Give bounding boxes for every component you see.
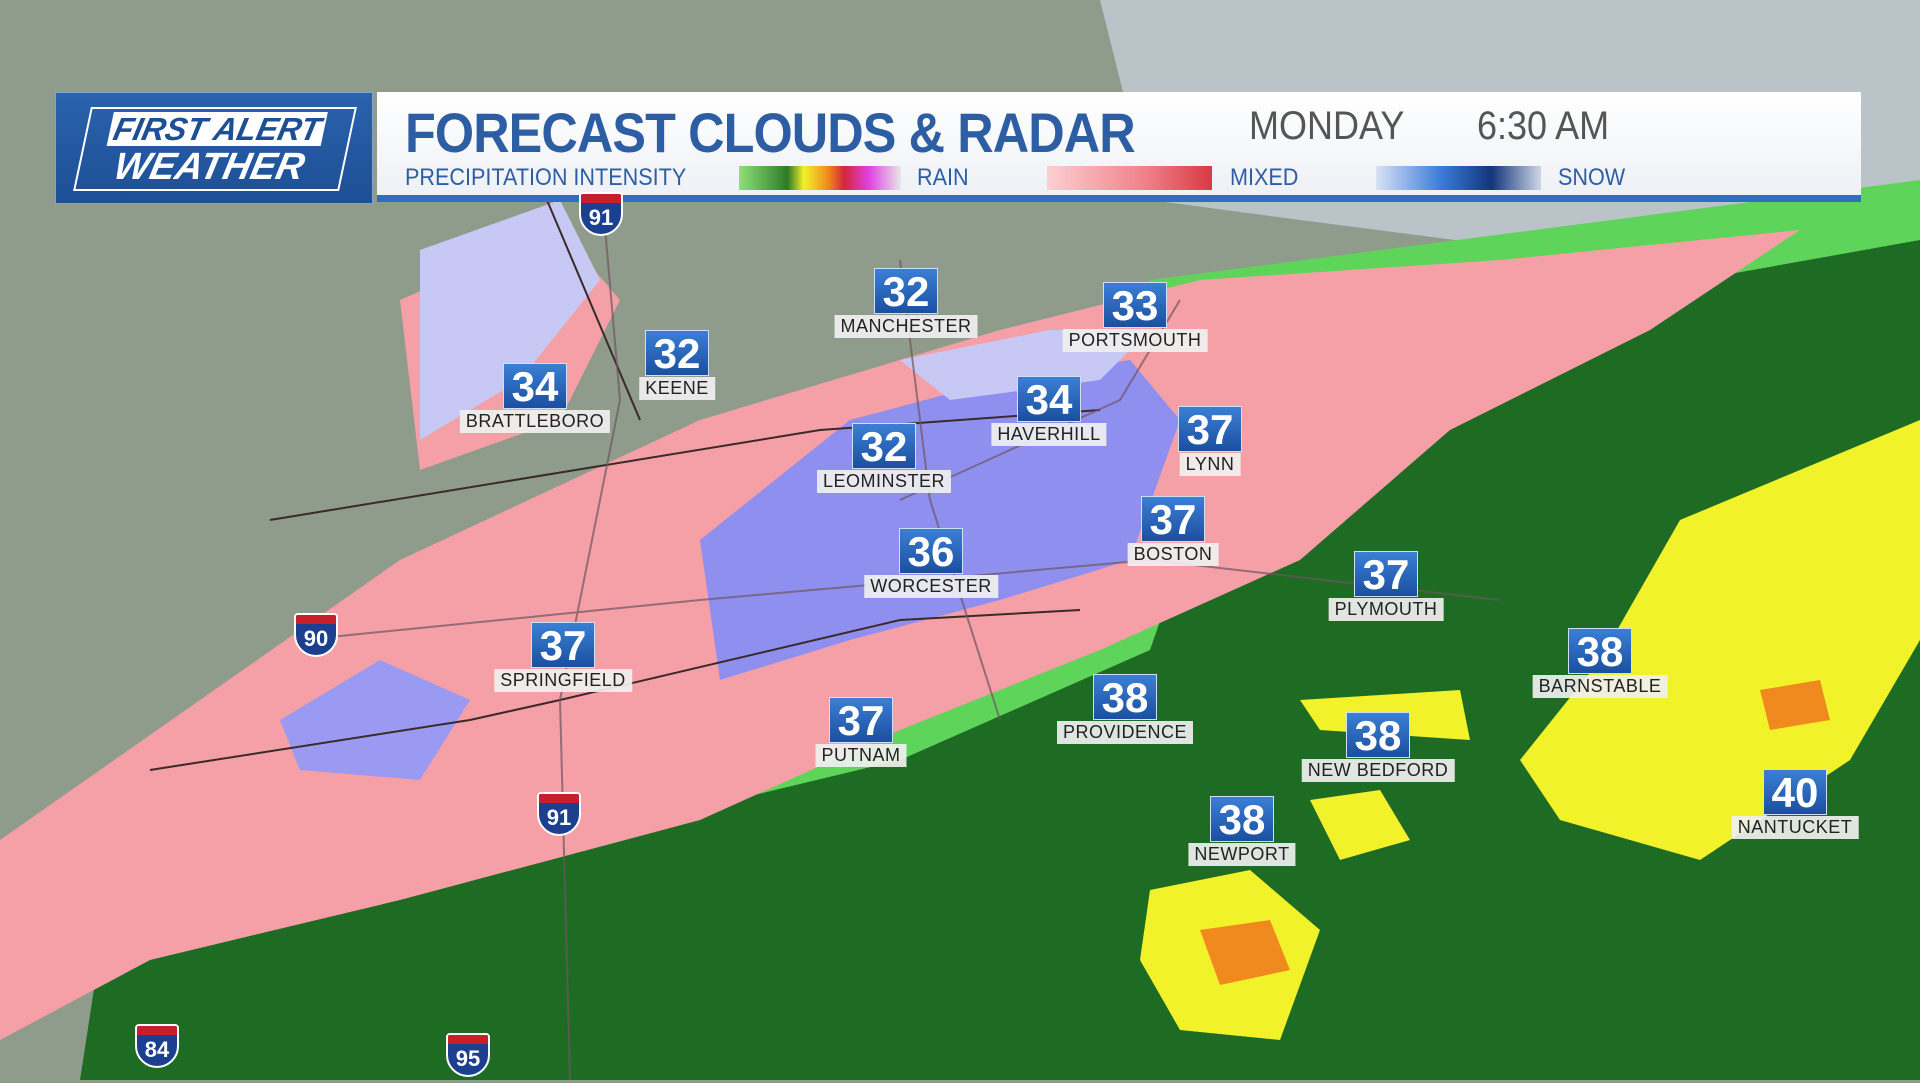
city-label: HAVERHILL	[991, 423, 1107, 446]
interstate-90-shield: 90	[294, 613, 338, 657]
interstate-84-shield: 84	[135, 1024, 179, 1068]
roads	[299, 169, 1501, 1080]
interstate-91-shield: 91	[579, 192, 623, 236]
temp-badge: 38	[1210, 796, 1274, 843]
interstate-95-shield: 95	[446, 1033, 490, 1077]
temp-badge: 37	[829, 697, 893, 744]
legend-title: PRECIPITATION INTENSITY	[405, 164, 687, 191]
city-label: PORTSMOUTH	[1062, 329, 1208, 352]
first-alert-weather-logo: FIRST ALERT WEATHER	[55, 92, 373, 204]
forecast-day: MONDAY	[1249, 104, 1405, 148]
city-label: BARNSTABLE	[1532, 675, 1668, 698]
city-label: WORCESTER	[864, 575, 998, 598]
temp-badge: 34	[1017, 376, 1081, 423]
temp-badge: 37	[531, 622, 595, 669]
temp-badge: 38	[1093, 674, 1157, 721]
temp-badge: 40	[1763, 769, 1827, 816]
state-border-3	[529, 159, 641, 421]
logo-line1: FIRST ALERT	[106, 111, 328, 147]
state-border-2	[269, 409, 1101, 521]
intense-2	[1760, 680, 1830, 730]
city-label: MANCHESTER	[834, 315, 978, 338]
city-label: NEWPORT	[1188, 843, 1296, 866]
city-label: NEW BEDFORD	[1301, 759, 1455, 782]
legend-rain: RAIN	[917, 164, 969, 191]
city-label: KEENE	[639, 377, 715, 400]
city-label: PROVIDENCE	[1056, 721, 1194, 744]
snow-light	[420, 200, 600, 440]
rain-ramp	[739, 166, 901, 190]
temp-badge: 38	[1568, 628, 1632, 675]
city-label: NANTUCKET	[1731, 816, 1859, 839]
mixed-band	[0, 230, 1800, 1040]
intense-1	[1200, 920, 1290, 985]
mixed-ramp	[1047, 166, 1212, 190]
legend-mixed: MIXED	[1230, 164, 1299, 191]
city-label: SPRINGFIELD	[494, 669, 632, 692]
city-label: PLYMOUTH	[1328, 598, 1444, 621]
interstate-91-shield: 91	[537, 792, 581, 836]
dark-green-rain	[80, 240, 1920, 1080]
city-label: BRATTLEBORO	[459, 410, 611, 433]
temp-badge: 36	[899, 528, 963, 575]
heavy-rain-2	[1520, 420, 1920, 860]
page-title: FORECAST CLOUDS & RADAR	[405, 101, 1136, 164]
temp-badge: 38	[1346, 712, 1410, 759]
temp-badge: 37	[1354, 551, 1418, 598]
city-label: PUTNAM	[815, 744, 907, 767]
forecast-time: 6:30 AM	[1477, 104, 1610, 148]
temp-badge: 32	[874, 268, 938, 315]
temp-badge: 37	[1141, 496, 1205, 543]
city-label: LEOMINSTER	[816, 470, 952, 493]
temp-badge: 37	[1178, 406, 1242, 453]
temp-badge: 32	[852, 423, 916, 470]
logo-line2: WEATHER	[110, 146, 309, 188]
logo-plate: FIRST ALERT WEATHER	[73, 107, 357, 191]
city-label: LYNN	[1179, 453, 1241, 476]
heavy-rain-3	[1310, 790, 1410, 860]
temp-badge: 32	[645, 330, 709, 377]
temp-badge: 34	[503, 363, 567, 410]
city-label: BOSTON	[1127, 543, 1219, 566]
snow-sw	[280, 660, 470, 780]
legend-snow: SNOW	[1558, 164, 1626, 191]
snow-ramp	[1376, 166, 1541, 190]
header-panel: FORECAST CLOUDS & RADAR MONDAY 6:30 AM P…	[377, 92, 1861, 202]
temp-badge: 33	[1103, 282, 1167, 329]
